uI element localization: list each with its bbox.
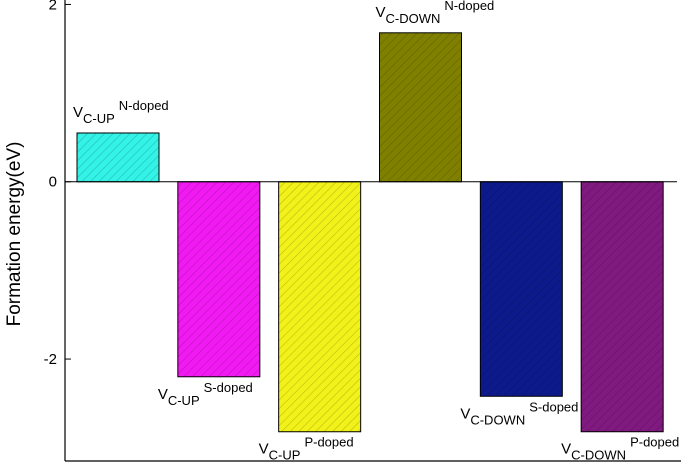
bars-group bbox=[76, 32, 664, 433]
bar-5 bbox=[479, 181, 563, 397]
bar-2 bbox=[177, 181, 261, 378]
bar-1 bbox=[76, 132, 160, 183]
y-tick-label-2: 2 bbox=[49, 0, 57, 13]
y-tick-label-0: -2 bbox=[44, 351, 57, 368]
bar-label-2: VC-UPS-doped bbox=[158, 380, 253, 408]
axes-group: -2 0 2 bbox=[44, 0, 681, 462]
bar-4 bbox=[379, 32, 462, 183]
bar-label-1: VC-UPN-doped bbox=[73, 98, 169, 126]
bar-label-6: VC-DOWNP-doped bbox=[561, 435, 679, 463]
bar-3 bbox=[278, 181, 362, 433]
y-axis-label: Formation energy(eV) bbox=[4, 142, 25, 327]
y-tick-label-1: 0 bbox=[49, 174, 57, 191]
bar-label-3: VC-UPP-doped bbox=[259, 435, 354, 463]
bar-6 bbox=[580, 181, 664, 433]
bar-label-4: VC-DOWNN-doped bbox=[376, 0, 495, 26]
bar-label-5: VC-DOWNS-doped bbox=[460, 399, 578, 427]
